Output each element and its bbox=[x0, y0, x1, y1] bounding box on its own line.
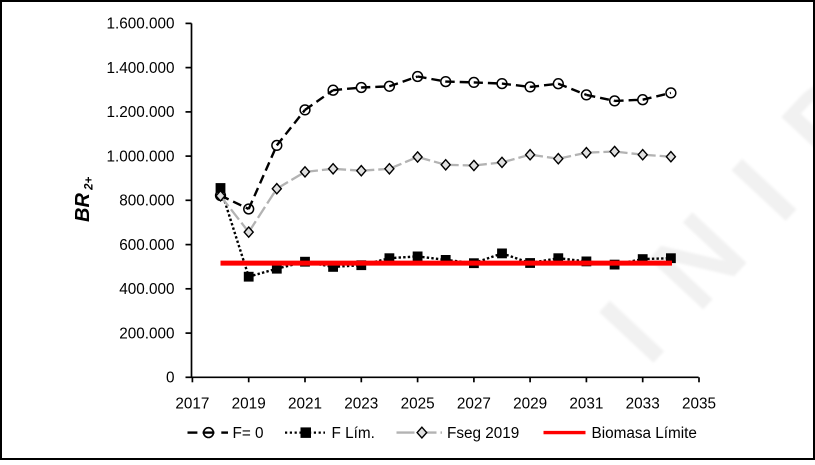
svg-text:200.000: 200.000 bbox=[119, 325, 174, 342]
svg-text:0: 0 bbox=[166, 370, 175, 387]
svg-text:2021: 2021 bbox=[288, 396, 322, 413]
svg-text:400.000: 400.000 bbox=[119, 281, 174, 298]
svg-text:1.600.000: 1.600.000 bbox=[106, 16, 174, 33]
svg-text:600.000: 600.000 bbox=[119, 237, 174, 254]
svg-text:2033: 2033 bbox=[626, 396, 660, 413]
svg-text:F= 0: F= 0 bbox=[233, 425, 264, 442]
svg-text:800.000: 800.000 bbox=[119, 193, 174, 210]
svg-text:F Lím.: F Lím. bbox=[332, 425, 375, 442]
svg-text:2019: 2019 bbox=[232, 396, 266, 413]
svg-text:2017: 2017 bbox=[175, 396, 209, 413]
svg-text:2025: 2025 bbox=[401, 396, 435, 413]
svg-text:2027: 2027 bbox=[457, 396, 491, 413]
svg-text:2035: 2035 bbox=[682, 396, 716, 413]
svg-text:Fseg 2019: Fseg 2019 bbox=[447, 425, 519, 442]
svg-text:2023: 2023 bbox=[344, 396, 378, 413]
svg-text:Biomasa Límite: Biomasa Límite bbox=[592, 425, 697, 442]
svg-text:2029: 2029 bbox=[513, 396, 547, 413]
svg-text:1.400.000: 1.400.000 bbox=[106, 60, 174, 77]
svg-text:2031: 2031 bbox=[569, 396, 603, 413]
svg-text:1.000.000: 1.000.000 bbox=[106, 148, 174, 165]
svg-text:1.200.000: 1.200.000 bbox=[106, 104, 174, 121]
